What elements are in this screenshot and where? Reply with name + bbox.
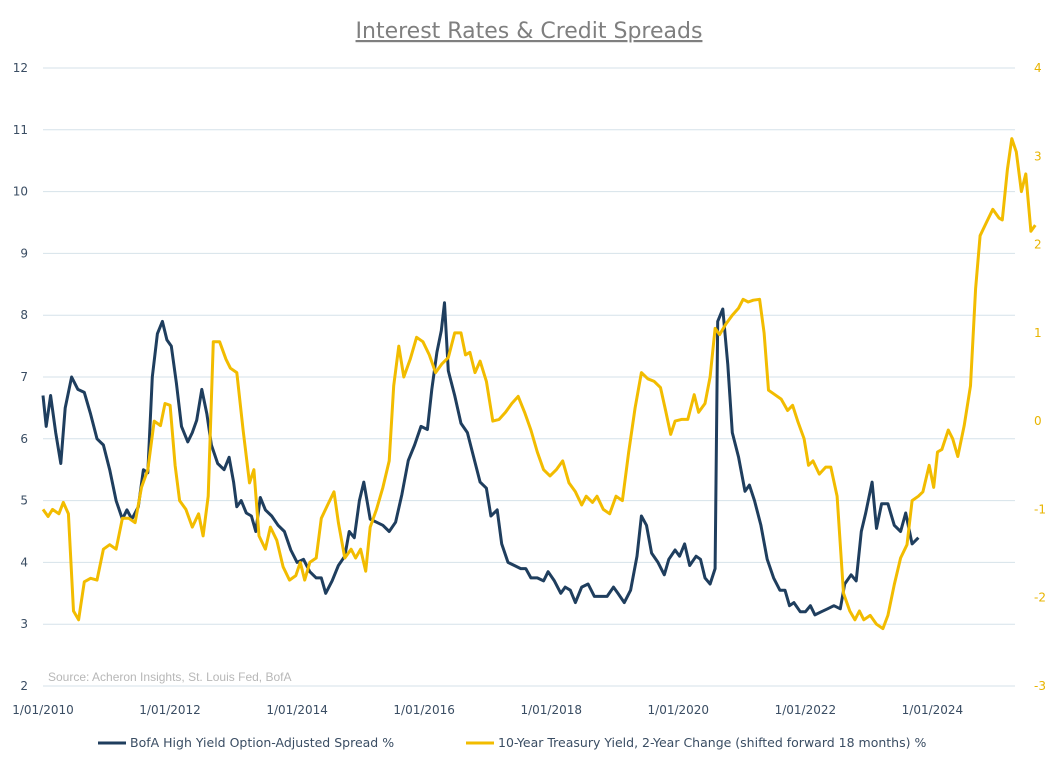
x-tick-label: 1/01/2018 bbox=[520, 703, 582, 717]
x-tick-label: 1/01/2010 bbox=[12, 703, 74, 717]
x-tick-label: 1/01/2020 bbox=[648, 703, 710, 717]
right-axis: -3 -2 -1 0 1 2 3 4 bbox=[1034, 61, 1046, 693]
right-tick-label: 2 bbox=[1034, 238, 1042, 252]
right-tick-label: -2 bbox=[1034, 591, 1046, 605]
left-tick-label: 6 bbox=[20, 432, 28, 446]
left-tick-label: 5 bbox=[20, 494, 28, 508]
left-tick-label: 7 bbox=[20, 370, 28, 384]
chart-title: Interest Rates & Credit Spreads bbox=[356, 19, 703, 44]
x-tick-label: 1/01/2012 bbox=[139, 703, 201, 717]
x-tick-label: 1/01/2024 bbox=[902, 703, 964, 717]
legend: BofA High Yield Option-Adjusted Spread %… bbox=[98, 735, 926, 750]
left-tick-label: 8 bbox=[20, 308, 28, 322]
left-tick-label: 2 bbox=[20, 679, 28, 693]
grid-lines bbox=[43, 67, 1015, 687]
right-tick-label: -1 bbox=[1034, 502, 1046, 516]
right-tick-label: 3 bbox=[1034, 149, 1042, 163]
right-tick-label: 4 bbox=[1034, 61, 1042, 75]
left-tick-label: 10 bbox=[13, 185, 28, 199]
legend-label-spread: BofA High Yield Option-Adjusted Spread % bbox=[130, 735, 394, 750]
left-axis: 2 3 4 5 6 7 8 9 10 11 12 bbox=[13, 61, 28, 693]
left-tick-label: 4 bbox=[20, 555, 28, 569]
x-tick-label: 1/01/2022 bbox=[775, 703, 837, 717]
right-tick-label: 1 bbox=[1034, 326, 1042, 340]
left-tick-label: 12 bbox=[13, 61, 28, 75]
right-tick-label: -3 bbox=[1034, 679, 1046, 693]
left-tick-label: 3 bbox=[20, 617, 28, 631]
left-tick-label: 11 bbox=[13, 123, 28, 137]
source-note: Source: Acheron Insights, St. Louis Fed,… bbox=[48, 670, 291, 684]
series-line-spread bbox=[41, 301, 920, 617]
left-tick-label: 9 bbox=[20, 246, 28, 260]
series-line-treasury bbox=[41, 137, 1037, 631]
legend-label-treasury: 10-Year Treasury Yield, 2-Year Change (s… bbox=[498, 735, 926, 750]
x-tick-label: 1/01/2014 bbox=[266, 703, 328, 717]
x-axis: 1/01/2010 1/01/2012 1/01/2014 1/01/2016 1/01… bbox=[12, 703, 963, 717]
right-tick-label: 0 bbox=[1034, 414, 1042, 428]
series-lines bbox=[41, 137, 1037, 631]
x-tick-label: 1/01/2016 bbox=[393, 703, 455, 717]
